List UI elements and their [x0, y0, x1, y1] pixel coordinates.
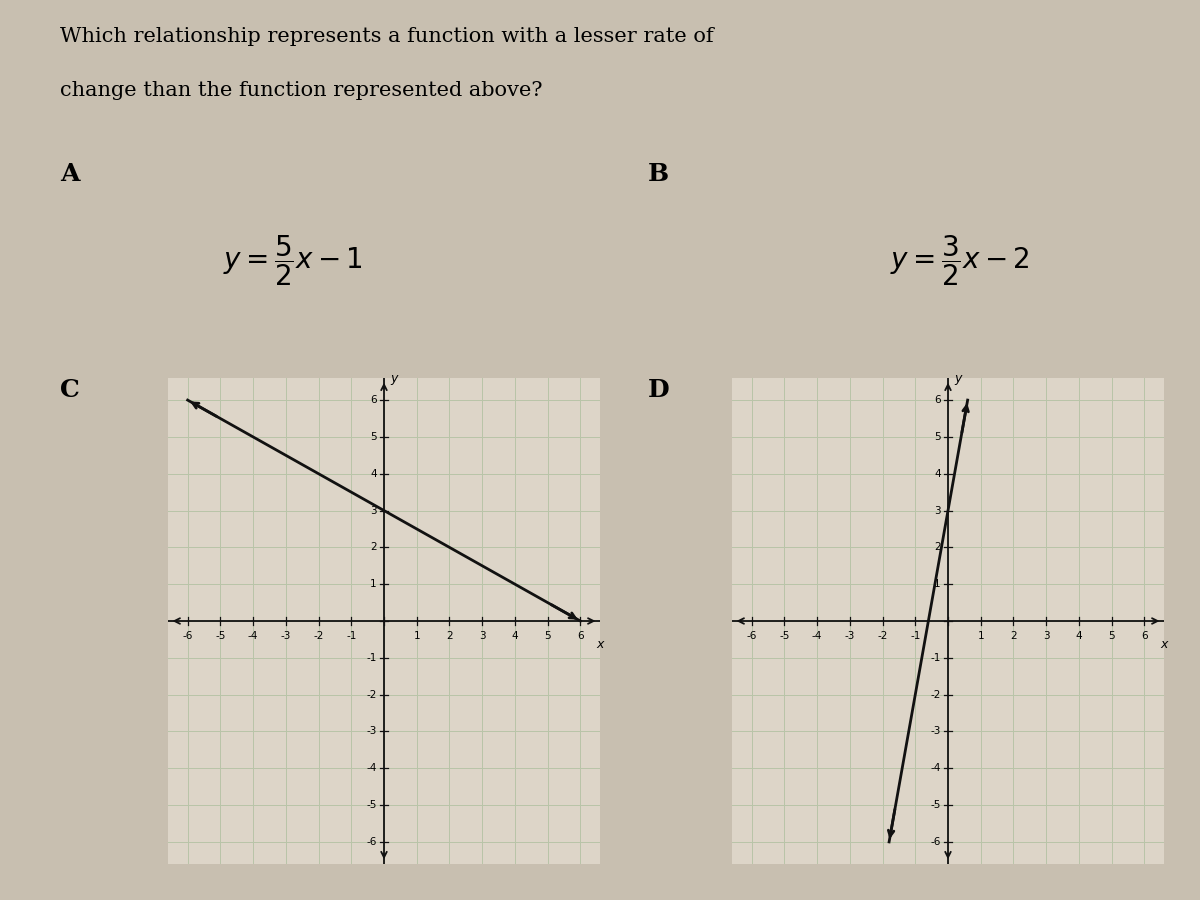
Text: x: x: [1160, 637, 1168, 651]
Text: -2: -2: [930, 689, 941, 699]
Text: $y = \dfrac{3}{2}x - 2$: $y = \dfrac{3}{2}x - 2$: [890, 234, 1030, 288]
Text: 3: 3: [934, 506, 941, 516]
Text: 2: 2: [934, 543, 941, 553]
Text: C: C: [60, 378, 80, 402]
Text: -1: -1: [930, 652, 941, 662]
Text: -5: -5: [779, 631, 790, 642]
Text: -3: -3: [930, 726, 941, 736]
Text: -4: -4: [930, 763, 941, 773]
Text: 4: 4: [934, 469, 941, 479]
Text: 5: 5: [1109, 631, 1115, 642]
Text: -6: -6: [182, 631, 193, 642]
Text: 2: 2: [370, 543, 377, 553]
Text: -4: -4: [812, 631, 822, 642]
Text: -4: -4: [366, 763, 377, 773]
Text: B: B: [648, 162, 670, 186]
Text: y: y: [954, 373, 961, 385]
Text: 1: 1: [934, 580, 941, 590]
Text: -1: -1: [346, 631, 356, 642]
Text: 1: 1: [370, 580, 377, 590]
Text: 6: 6: [577, 631, 583, 642]
Text: -5: -5: [366, 800, 377, 810]
Text: -6: -6: [366, 837, 377, 847]
Text: 6: 6: [1141, 631, 1147, 642]
Text: x: x: [596, 637, 604, 651]
Text: 2: 2: [1010, 631, 1016, 642]
Text: -2: -2: [366, 689, 377, 699]
Text: 6: 6: [934, 395, 941, 405]
Text: 5: 5: [934, 432, 941, 442]
Text: 2: 2: [446, 631, 452, 642]
Text: -5: -5: [930, 800, 941, 810]
Text: 4: 4: [511, 631, 518, 642]
Text: -3: -3: [366, 726, 377, 736]
Text: -4: -4: [248, 631, 258, 642]
Text: 1: 1: [414, 631, 420, 642]
Text: 3: 3: [1043, 631, 1050, 642]
Text: 3: 3: [479, 631, 486, 642]
Text: 1: 1: [978, 631, 984, 642]
Text: 5: 5: [370, 432, 377, 442]
Text: -1: -1: [366, 652, 377, 662]
Text: -2: -2: [313, 631, 324, 642]
Text: $y = \dfrac{5}{2}x - 1$: $y = \dfrac{5}{2}x - 1$: [223, 234, 364, 288]
Text: 5: 5: [545, 631, 551, 642]
Text: change than the function represented above?: change than the function represented abo…: [60, 81, 542, 100]
Text: D: D: [648, 378, 670, 402]
Text: 3: 3: [370, 506, 377, 516]
Text: -3: -3: [281, 631, 292, 642]
Text: -2: -2: [877, 631, 888, 642]
Text: -1: -1: [910, 631, 920, 642]
Text: 4: 4: [1075, 631, 1082, 642]
Text: A: A: [60, 162, 79, 186]
Text: 6: 6: [370, 395, 377, 405]
Text: y: y: [390, 373, 397, 385]
Text: -5: -5: [215, 631, 226, 642]
Text: -6: -6: [930, 837, 941, 847]
Text: Which relationship represents a function with a lesser rate of: Which relationship represents a function…: [60, 27, 714, 46]
Text: 4: 4: [370, 469, 377, 479]
Text: -6: -6: [746, 631, 757, 642]
Text: -3: -3: [845, 631, 856, 642]
